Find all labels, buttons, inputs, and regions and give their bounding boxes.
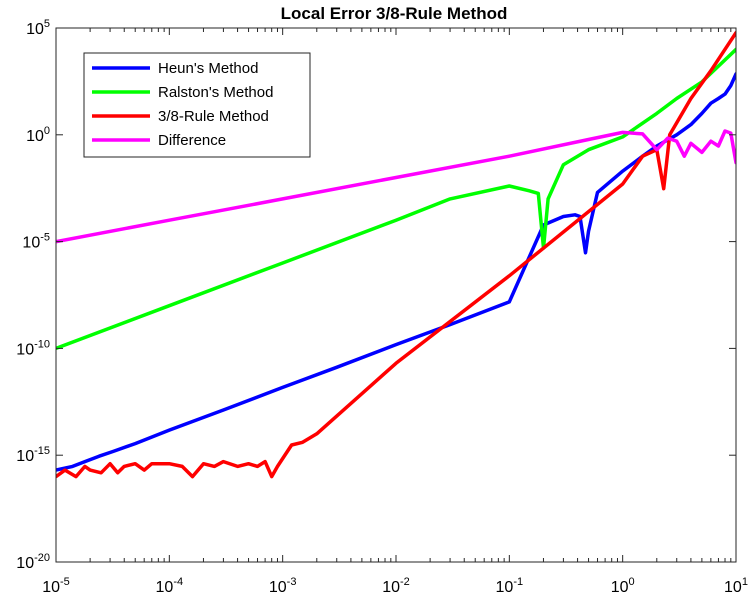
x-tick-label: 101 <box>724 576 748 596</box>
y-tick-label: 100 <box>26 125 50 145</box>
legend-label: 3/8-Rule Method <box>158 108 269 125</box>
series-line-4 <box>56 129 736 244</box>
x-tick-label: 10-3 <box>269 576 297 596</box>
y-tick-label: 10-20 <box>16 552 50 572</box>
legend-label: Heun's Method <box>158 60 258 77</box>
series-line-3 <box>56 30 736 479</box>
legend-label: Difference <box>158 132 226 149</box>
chart-title: Local Error 3/8-Rule Method <box>281 4 508 23</box>
x-tick-label: 10-1 <box>496 576 524 596</box>
series-line-1 <box>56 72 736 472</box>
y-tick-label: 10-10 <box>16 338 50 358</box>
series-layer <box>56 30 736 479</box>
y-tick-label: 10-5 <box>22 232 50 252</box>
x-tick-label: 100 <box>611 576 635 596</box>
x-tick-label: 10-4 <box>156 576 184 596</box>
tick-layer: 10-5 10-4 10-3 10-2 10-1 100 101 10-20 10-15 10-1… <box>16 18 748 596</box>
x-tick-label: 10-5 <box>42 576 70 596</box>
legend-label: Ralston's Method <box>158 84 273 101</box>
legend: Heun's Method Ralston's Method 3/8-Rule Me… <box>83 52 311 158</box>
x-tick-label: 10-2 <box>382 576 410 596</box>
y-tick-label: 105 <box>26 18 50 38</box>
y-tick-label: 10-15 <box>16 445 50 465</box>
